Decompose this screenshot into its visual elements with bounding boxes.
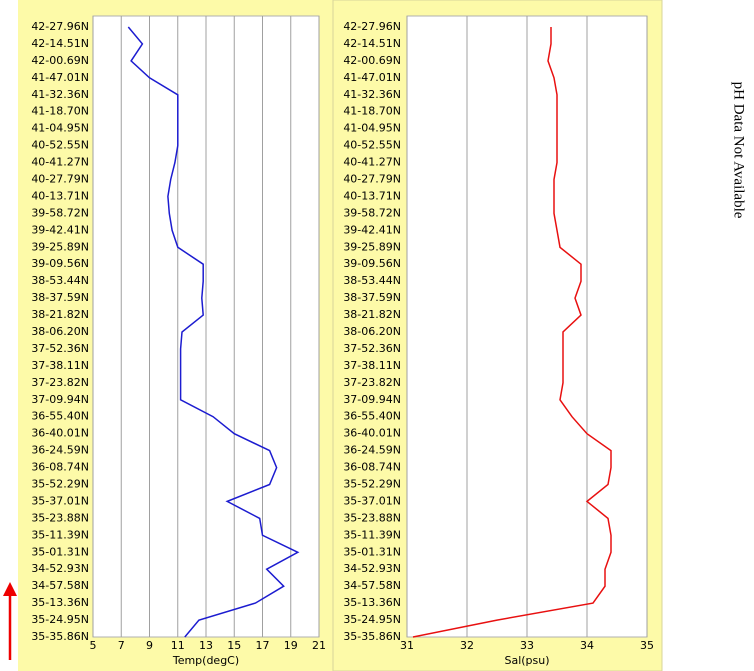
y-tick-label: 36-24.59N xyxy=(343,444,401,457)
x-axis-title: Temp(degC) xyxy=(172,654,239,667)
x-tick-label: 32 xyxy=(460,639,474,652)
y-tick-label: 38-21.82N xyxy=(31,308,89,321)
y-tick-label: 35-37.01N xyxy=(343,494,401,507)
data-line xyxy=(412,27,612,638)
side-text: pH Data Not Available xyxy=(731,82,747,219)
y-tick-label: 39-25.89N xyxy=(343,240,401,253)
x-axis-title: Sal(psu) xyxy=(504,654,549,667)
arrow-head xyxy=(3,582,17,596)
x-tick-label: 33 xyxy=(520,639,534,652)
y-tick-label: 35-35.86N xyxy=(31,630,89,643)
y-tick-label: 38-53.44N xyxy=(31,274,89,287)
y-tick-label: 36-40.01N xyxy=(31,427,89,440)
y-tick-label: 40-13.71N xyxy=(343,189,401,202)
y-tick-label: 35-23.88N xyxy=(31,511,89,524)
y-tick-label: 36-55.40N xyxy=(343,410,401,423)
y-tick-label: 37-09.94N xyxy=(343,393,401,406)
y-tick-label: 35-01.31N xyxy=(343,545,401,558)
y-tick-label: 42-14.51N xyxy=(343,37,401,50)
y-tick-label: 35-13.36N xyxy=(343,596,401,609)
x-tick-label: 13 xyxy=(199,639,213,652)
y-tick-label: 34-57.58N xyxy=(31,579,89,592)
y-tick-label: 37-09.94N xyxy=(31,393,89,406)
y-tick-label: 39-58.72N xyxy=(343,206,401,219)
y-tick-label: 41-04.95N xyxy=(31,122,89,135)
y-tick-label: 38-06.20N xyxy=(31,325,89,338)
y-tick-label: 40-27.79N xyxy=(31,173,89,186)
y-tick-label: 38-37.59N xyxy=(343,291,401,304)
y-tick-label: 37-52.36N xyxy=(343,342,401,355)
x-tick-label: 34 xyxy=(580,639,594,652)
y-tick-label: 37-38.11N xyxy=(343,359,401,372)
y-tick-label: 36-08.74N xyxy=(343,461,401,474)
y-tick-label: 35-11.39N xyxy=(31,528,89,541)
y-tick-label: 35-13.36N xyxy=(31,596,89,609)
y-tick-label: 41-32.36N xyxy=(343,88,401,101)
y-tick-label: 39-09.56N xyxy=(31,257,89,270)
y-tick-label: 39-25.89N xyxy=(31,240,89,253)
x-tick-label: 17 xyxy=(256,639,270,652)
x-tick-label: 15 xyxy=(227,639,241,652)
x-tick-label: 21 xyxy=(312,639,326,652)
y-tick-label: 42-00.69N xyxy=(343,54,401,67)
x-tick-label: 7 xyxy=(118,639,125,652)
y-tick-label: 36-55.40N xyxy=(31,410,89,423)
y-tick-label: 39-09.56N xyxy=(343,257,401,270)
y-tick-label: 41-18.70N xyxy=(343,105,401,118)
y-tick-label: 34-52.93N xyxy=(343,562,401,575)
y-tick-label: 39-42.41N xyxy=(31,223,89,236)
y-tick-label: 37-23.82N xyxy=(31,376,89,389)
y-tick-label: 35-23.88N xyxy=(343,511,401,524)
x-tick-label: 19 xyxy=(284,639,298,652)
y-tick-label: 40-52.55N xyxy=(343,139,401,152)
y-tick-label: 42-14.51N xyxy=(31,37,89,50)
y-tick-label: 34-57.58N xyxy=(343,579,401,592)
y-tick-label: 35-11.39N xyxy=(343,528,401,541)
y-tick-label: 40-41.27N xyxy=(343,156,401,169)
y-tick-label: 38-21.82N xyxy=(343,308,401,321)
y-tick-label: 35-37.01N xyxy=(31,494,89,507)
y-tick-label: 35-35.86N xyxy=(343,630,401,643)
y-tick-label: 39-58.72N xyxy=(31,206,89,219)
x-tick-label: 9 xyxy=(146,639,153,652)
y-tick-label: 35-24.95N xyxy=(343,613,401,626)
y-tick-label: 35-01.31N xyxy=(31,545,89,558)
y-tick-label: 42-27.96N xyxy=(31,20,89,33)
y-tick-label: 40-13.71N xyxy=(31,189,89,202)
y-tick-label: 40-41.27N xyxy=(31,156,89,169)
x-tick-label: 5 xyxy=(90,639,97,652)
x-tick-label: 11 xyxy=(171,639,185,652)
y-tick-label: 41-32.36N xyxy=(31,88,89,101)
y-tick-label: 38-06.20N xyxy=(343,325,401,338)
data-line xyxy=(127,26,300,638)
y-tick-label: 41-04.95N xyxy=(343,122,401,135)
y-tick-label: 37-38.11N xyxy=(31,359,89,372)
y-tick-label: 38-53.44N xyxy=(343,274,401,287)
y-tick-label: 34-52.93N xyxy=(31,562,89,575)
y-tick-label: 42-00.69N xyxy=(31,54,89,67)
x-tick-label: 31 xyxy=(400,639,414,652)
y-tick-label: 36-40.01N xyxy=(343,427,401,440)
y-tick-label: 40-27.79N xyxy=(343,173,401,186)
y-tick-label: 41-47.01N xyxy=(343,71,401,84)
y-tick-label: 42-27.96N xyxy=(343,20,401,33)
y-tick-label: 36-24.59N xyxy=(31,444,89,457)
y-tick-label: 35-24.95N xyxy=(31,613,89,626)
y-tick-label: 35-52.29N xyxy=(31,478,89,491)
y-tick-label: 35-52.29N xyxy=(343,478,401,491)
x-tick-label: 35 xyxy=(640,639,654,652)
y-tick-label: 37-23.82N xyxy=(343,376,401,389)
y-tick-label: 36-08.74N xyxy=(31,461,89,474)
y-tick-label: 41-18.70N xyxy=(31,105,89,118)
y-tick-label: 39-42.41N xyxy=(343,223,401,236)
y-tick-label: 37-52.36N xyxy=(31,342,89,355)
y-tick-label: 41-47.01N xyxy=(31,71,89,84)
y-tick-label: 38-37.59N xyxy=(31,291,89,304)
y-tick-label: 40-52.55N xyxy=(31,139,89,152)
